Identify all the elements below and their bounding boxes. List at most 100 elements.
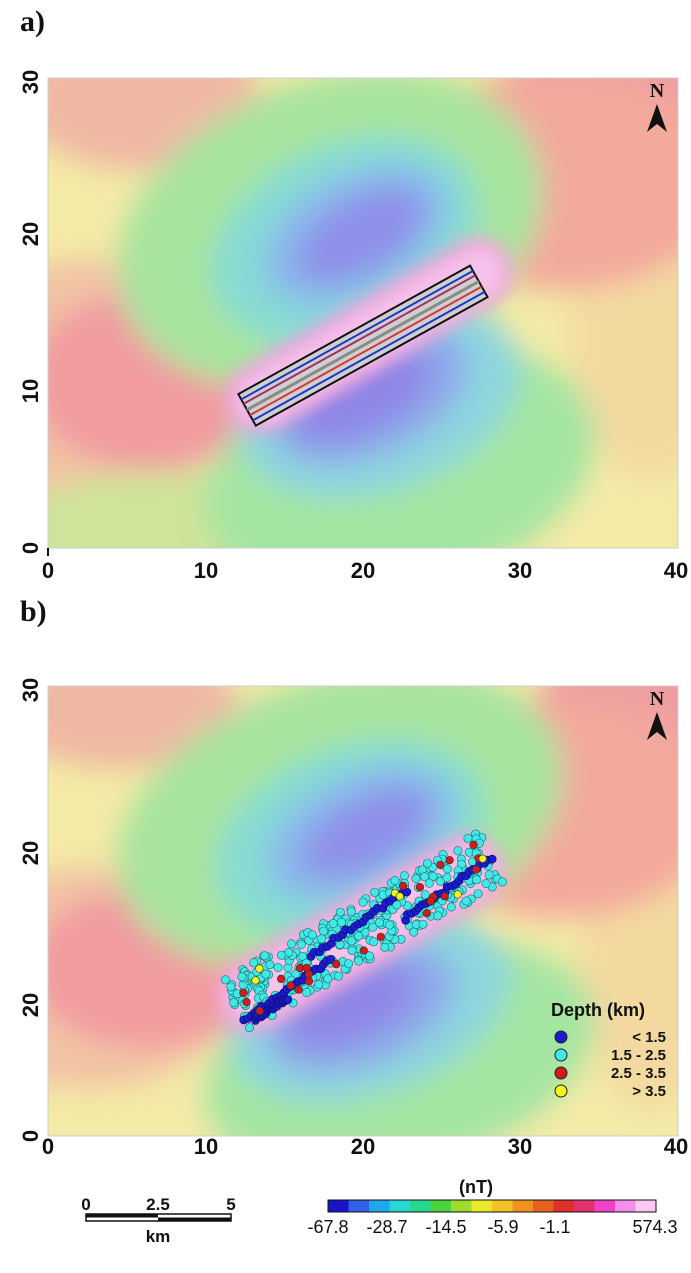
epicenter-marker (415, 883, 425, 892)
epicenter-marker (255, 1006, 264, 1016)
svg-text:20: 20 (351, 558, 375, 583)
epicenter-marker (229, 998, 239, 1008)
source-prism (236, 264, 489, 427)
epicenter-marker (422, 909, 431, 918)
svg-text:2.5 - 3.5: 2.5 - 3.5 (611, 1065, 666, 1082)
epicenter-marker (384, 920, 394, 930)
epicenter-marker (380, 942, 390, 952)
epicenter-marker (420, 890, 430, 900)
epicenter-marker (276, 950, 286, 960)
epicenter-marker (277, 974, 286, 984)
epicenter-marker (436, 860, 445, 869)
x-axis-a: 0 10 20 30 40 (42, 548, 688, 583)
epicenter-marker (347, 945, 357, 955)
epicenter-marker (370, 887, 380, 897)
panel-b-label: b) (20, 595, 47, 628)
colorbar-swatch (533, 1200, 554, 1212)
colorbar-swatch (369, 1200, 390, 1212)
svg-text:0: 0 (42, 1134, 54, 1158)
epicenter-marker (273, 962, 283, 972)
panel-a-label: a) (20, 5, 45, 38)
epicenter-marker (390, 876, 400, 886)
colorbar-swatch (594, 1200, 616, 1212)
scale-bar: 0 2.5 5 km (81, 1195, 235, 1246)
epicenter-marker (472, 875, 482, 885)
legend-swatch-2 (554, 1048, 568, 1062)
epicenter-marker (422, 858, 432, 868)
epicenter-marker (346, 907, 356, 917)
epicenter-marker (487, 854, 497, 864)
svg-text:40: 40 (664, 558, 688, 583)
epicenter-marker (484, 870, 494, 880)
epicenter-marker (332, 960, 341, 969)
epicenter-marker (424, 878, 434, 888)
svg-text:30: 30 (18, 70, 43, 94)
epicenter-marker (368, 922, 378, 932)
epicenter-marker (296, 939, 306, 949)
epicenter-marker (445, 856, 454, 865)
epicenter-marker (318, 926, 328, 936)
epicenter-marker (295, 963, 305, 973)
epicenter-marker (286, 981, 295, 990)
epicenter-marker (374, 918, 384, 928)
epicenter-marker (354, 931, 364, 941)
epicenter-marker (446, 902, 456, 912)
svg-text:20: 20 (18, 993, 43, 1017)
svg-text:30: 30 (508, 558, 532, 583)
svg-text:20: 20 (18, 841, 43, 865)
colorbar-swatch (615, 1200, 636, 1212)
svg-text:Depth (km): Depth (km) (551, 1000, 645, 1020)
svg-text:2.5: 2.5 (146, 1195, 170, 1214)
colorbar-label-4: -5.9 (487, 1217, 518, 1237)
depth-legend: Depth (km) < 1.5 1.5 - 2.5 2.5 - 3.5 > 3… (551, 1000, 666, 1100)
epicenter-marker (478, 854, 487, 863)
epicenter-marker (242, 997, 251, 1007)
colorbar-swatch (348, 1200, 370, 1212)
epicenter-marker (239, 988, 248, 997)
epicenter-marker (481, 879, 491, 889)
svg-text:0: 0 (42, 558, 54, 583)
epicenter-marker (398, 881, 408, 890)
epicenter-marker (369, 937, 379, 947)
colorbar-swatch (553, 1200, 575, 1212)
epicenter-marker (463, 833, 473, 843)
epicenter-marker (326, 955, 336, 964)
epicenter-marker (335, 907, 345, 917)
svg-text:30: 30 (18, 678, 43, 702)
svg-text:> 3.5: > 3.5 (632, 1083, 666, 1100)
colorbar-swatch (389, 1200, 411, 1212)
epicenter-marker (335, 939, 345, 949)
epicenter-marker (399, 871, 409, 881)
epicenter-marker (453, 890, 462, 899)
svg-text:0: 0 (81, 1195, 90, 1214)
epicenter-marker (260, 951, 270, 961)
legend-swatch-4 (554, 1084, 568, 1098)
svg-text:0: 0 (18, 1130, 43, 1142)
epicenter-marker (426, 897, 435, 906)
colorbar-label-3: -14.5 (425, 1217, 466, 1237)
colorbar-swatch (471, 1200, 493, 1212)
epicenter-marker (328, 919, 338, 929)
colorbar-swatch (574, 1200, 595, 1212)
epicenter-marker (286, 939, 296, 949)
colorbar-label-6: 574.3 (632, 1217, 677, 1237)
svg-text:10: 10 (18, 379, 43, 403)
colorbar-label-2: -28.7 (366, 1217, 407, 1237)
svg-text:N: N (650, 688, 665, 710)
legend-swatch-1 (554, 1030, 568, 1044)
epicenter-marker (304, 970, 313, 979)
svg-text:1.5 - 2.5: 1.5 - 2.5 (611, 1047, 666, 1064)
epicenter-marker (442, 864, 452, 874)
epicenter-marker (461, 896, 471, 906)
epicenter-marker (265, 960, 275, 970)
svg-text:10: 10 (194, 1134, 218, 1158)
colorbar-swatch (512, 1200, 534, 1212)
y-axis-a: 0 10 20 30 (18, 70, 43, 554)
epicenter-marker (302, 987, 312, 997)
epicenter-marker (245, 1023, 255, 1033)
epicenter-marker (418, 919, 428, 929)
epicenter-marker (359, 946, 368, 955)
epicenter-marker (220, 975, 230, 985)
colorbar-swatch (430, 1200, 452, 1212)
epicenter-marker (472, 865, 481, 874)
